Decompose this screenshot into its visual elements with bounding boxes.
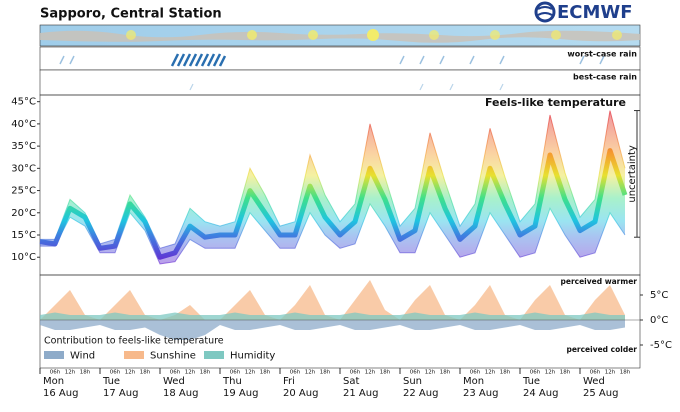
legend-swatch [124,351,144,359]
weather-strip [39,24,641,47]
y-tick-label: 15°C [11,230,36,241]
uncertainty-band [40,110,625,264]
day-weekday: Fri [283,376,295,387]
hour-label: 12h [605,370,616,376]
y-tick-label: 10°C [11,252,36,263]
day-weekday: Thu [222,376,242,387]
hour-label: 12h [245,370,256,376]
median-line [39,148,628,260]
day-weekday: Mon [463,376,484,387]
y-tick-label: 0°C [650,315,668,326]
warmer-label: perceived warmer [560,277,637,286]
day-date: 17 Aug [103,388,138,399]
hour-label: 18h [620,370,631,376]
hour-label: 18h [380,370,391,376]
y-tick-label: 35°C [11,141,36,152]
hour-label: 18h [500,370,511,376]
hour-label: 12h [365,370,376,376]
day-weekday: Mon [43,376,64,387]
hour-label: 18h [320,370,331,376]
hour-label: 06h [590,370,601,376]
y-tick-label: -5°C [650,340,672,351]
hour-label: 12h [125,370,136,376]
best-rain-label: best-case rain [573,73,637,82]
hour-label: 18h [200,370,211,376]
day-weekday: Tue [102,376,120,387]
day-date: 21 Aug [343,388,378,399]
hour-label: 06h [530,370,541,376]
hour-label: 12h [185,370,196,376]
hour-label: 12h [305,370,316,376]
legend-swatch [204,351,224,359]
hour-label: 18h [260,370,271,376]
hour-label: 06h [350,370,361,376]
day-weekday: Wed [163,376,185,387]
day-weekday: Sun [403,376,422,387]
day-date: 19 Aug [223,388,258,399]
day-date: 18 Aug [163,388,198,399]
logo-text: ECMWF [557,2,633,23]
hour-label: 06h [110,370,121,376]
logo: ECMWF [534,1,633,23]
hour-label: 18h [80,370,91,376]
day-weekday: Wed [583,376,605,387]
hour-label: 06h [50,370,61,376]
panel-title: Feels-like temperature [485,96,626,109]
rain-strips: worst-case rain best-case rain [39,46,641,96]
day-date: 22 Aug [403,388,438,399]
hour-label: 12h [545,370,556,376]
hour-label: 12h [485,370,496,376]
contribution-area [40,280,625,320]
day-date: 24 Aug [523,388,558,399]
day-date: 25 Aug [583,388,618,399]
contribution-area [40,312,625,320]
low-line [40,202,626,265]
day-weekday: Tue [522,376,540,387]
day-date: 16 Aug [43,388,78,399]
legend-label: Humidity [230,351,275,362]
legend-label: Wind [70,351,95,362]
hour-label: 18h [560,370,571,376]
hour-label: 12h [425,370,436,376]
y-tick-label: 40°C [11,119,36,130]
contribution-area [40,320,625,340]
y-tick-label: 30°C [11,163,36,174]
hour-label: 06h [230,370,241,376]
high-line [40,110,626,249]
legend-label: Sunshine [150,351,196,362]
hour-label: 06h [170,370,181,376]
y-tick-label: 5°C [650,290,668,301]
legend-title: Contribution to feels-like temperature [44,336,224,347]
colder-label: perceived colder [566,345,637,354]
hour-label: 12h [65,370,76,376]
hour-label: 18h [440,370,451,376]
day-weekday: Sat [343,376,359,387]
y-tick-label: 20°C [11,208,36,219]
hour-label: 18h [140,370,151,376]
hour-label: 06h [290,370,301,376]
hour-label: 06h [470,370,481,376]
y-tick-label: 45°C [11,97,36,108]
legend-swatch [44,351,64,359]
uncertainty-label: uncertainty [627,145,638,203]
hour-label: 06h [410,370,421,376]
worst-rain-label: worst-case rain [567,50,637,59]
y-tick-label: 25°C [11,186,36,197]
day-date: 23 Aug [463,388,498,399]
title: Sapporo, Central Station [40,7,222,22]
day-date: 20 Aug [283,388,318,399]
